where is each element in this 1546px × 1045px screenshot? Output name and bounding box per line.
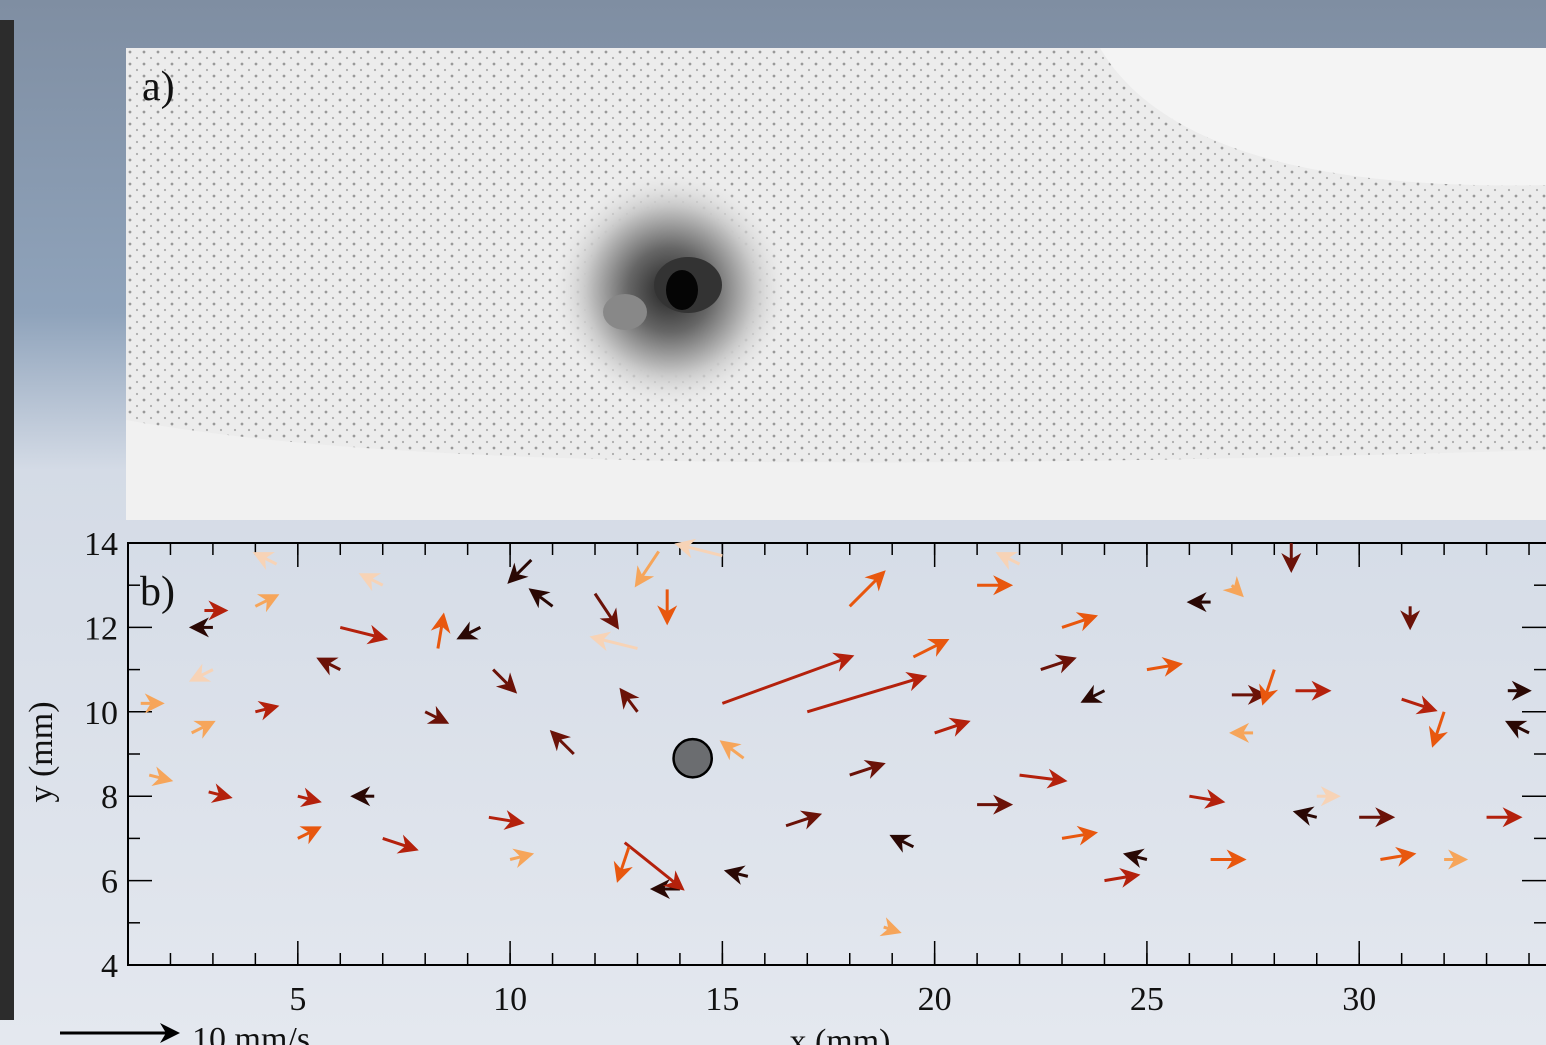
y-axis-label: y (mm) (23, 701, 60, 802)
page: a) 5 10 15 20 25 30 4 6 8 10 12 14 x (mm) y (mm) b) 10 … (0, 0, 1546, 1045)
x-tick-label: 5 (289, 981, 306, 1018)
x-tick-label: 25 (1130, 981, 1164, 1018)
left-strip (0, 20, 14, 1020)
panel-a-image (126, 48, 1546, 520)
obstacle (674, 739, 712, 777)
x-tick-label: 10 (493, 981, 527, 1018)
y-tick-label: 12 (84, 610, 118, 647)
arrow-shaft (884, 927, 889, 929)
x-tick-label: 15 (705, 981, 739, 1018)
y-tick-label: 14 (84, 526, 118, 563)
x-axis-label: x (mm) (789, 1023, 890, 1045)
y-tick-label: 10 (84, 695, 118, 732)
panel-a-label: a) (142, 64, 175, 110)
panel-b-label: b) (140, 569, 175, 615)
y-tick-label: 4 (101, 948, 118, 985)
x-tick-label: 30 (1342, 981, 1376, 1018)
y-tick-label: 6 (101, 864, 118, 901)
x-tick-label: 20 (918, 981, 952, 1018)
figure: a) 5 10 15 20 25 30 4 6 8 10 12 14 x (mm) y (mm) b) 10 … (0, 0, 1546, 1045)
y-tick-label: 8 (101, 779, 118, 816)
arrow-shaft (1232, 585, 1234, 587)
scale-label: 10 mm/s (192, 1021, 310, 1045)
